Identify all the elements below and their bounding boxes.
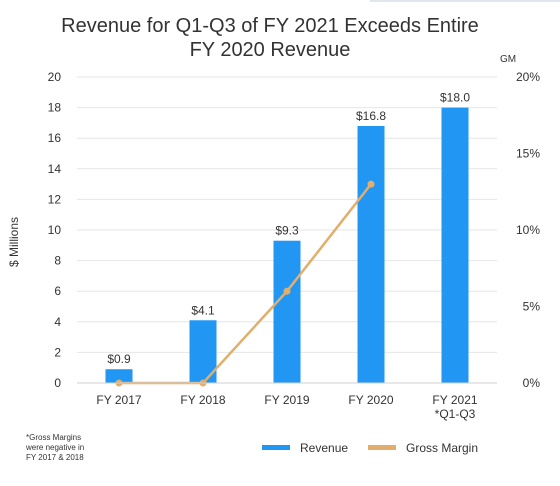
revenue-bar [273, 240, 301, 383]
y-tick-label: 2 [54, 345, 61, 359]
bar-value-label: $0.9 [107, 352, 131, 366]
x-tick-label: FY 2018 [180, 393, 225, 407]
footnote-line-1: *Gross Margins [26, 433, 82, 442]
legend-swatch-gross-margin [368, 445, 396, 450]
y2-tick-label: 10% [516, 223, 540, 237]
y-tick-label: 16 [48, 131, 62, 145]
y-tick-label: 18 [48, 101, 62, 115]
y2-tick-label: 20% [516, 70, 540, 84]
footnote-line-3: FY 2017 & 2018 [26, 453, 84, 462]
y-tick-label: 20 [48, 70, 62, 84]
footnote-line-2: were negative in [26, 443, 85, 452]
bar-value-label: $4.1 [191, 303, 215, 317]
chart-title-line-1: Revenue for Q1-Q3 of FY 2021 Exceeds Ent… [61, 15, 479, 37]
gross-margin-point [283, 287, 291, 295]
gross-margin-point [367, 180, 375, 188]
revenue-bar [105, 369, 133, 383]
gross-margin-series-line [119, 183, 372, 385]
bar-value-label: $16.8 [356, 109, 386, 123]
y-tick-label: 0 [54, 376, 61, 390]
y-tick-label: 6 [54, 284, 61, 298]
y2-tick-label: 15% [516, 147, 540, 161]
axes: 0 2 4 6 8 10 12 14 16 18 20 0% 5% 10% 15% 20%GM $ Millio… [7, 54, 540, 421]
bar-value-label: $9.3 [275, 224, 299, 238]
chart-title: Revenue for Q1-Q3 of FY 2021 Exceeds Ent… [20, 14, 520, 62]
y-tick-label: 4 [54, 315, 61, 329]
x-tick-label: FY 2019 [264, 393, 309, 407]
bar-value-label: $18.0 [440, 91, 470, 105]
top-border [0, 0, 560, 2]
gross-margin-line [115, 180, 375, 387]
y2-axis-title: GM [500, 54, 516, 65]
legend-swatch-revenue [262, 445, 290, 450]
chart-title-line-2: FY 2020 Revenue [189, 39, 351, 61]
y2-tick-label: 5% [523, 300, 541, 314]
legend-label-revenue: Revenue [300, 441, 349, 455]
x-tick-label: *Q1-Q3 [435, 407, 476, 421]
x-tick-label: FY 2021 [432, 393, 477, 407]
x-tick-label: FY 2020 [348, 393, 393, 407]
y-tick-label: 10 [48, 223, 62, 237]
y2-tick-label: 0% [523, 376, 541, 390]
y-tick-label: 8 [54, 254, 61, 268]
y-tick-label: 12 [48, 192, 62, 206]
footnote: *Gross Margins were negative in FY 2017 … [26, 433, 116, 463]
legend-label-gross-margin: Gross Margin [406, 441, 479, 455]
y-axis-title: $ Millions [7, 217, 21, 267]
y-tick-label: 14 [48, 162, 62, 176]
x-tick-label: FY 2017 [96, 393, 141, 407]
revenue-bar [357, 125, 385, 384]
revenue-bar [441, 107, 469, 383]
revenue-bars: $0.9 $4.1 $9.3 $16.8 $18.0 [105, 91, 470, 384]
